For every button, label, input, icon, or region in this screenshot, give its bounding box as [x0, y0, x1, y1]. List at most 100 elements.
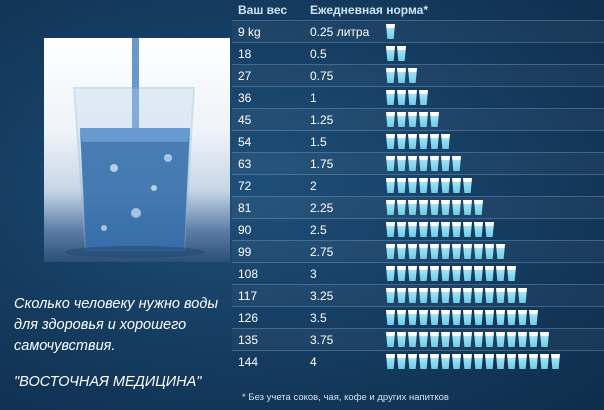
water-glass-photo	[44, 38, 230, 262]
water-cup-icon	[408, 200, 417, 215]
water-cup-icon	[529, 354, 538, 369]
water-cup-icon	[397, 222, 406, 237]
water-cup-icon	[419, 266, 428, 281]
water-glass-illustration	[65, 38, 205, 258]
water-cup-icon	[474, 200, 483, 215]
cups-row	[386, 288, 529, 304]
water-cup-icon	[463, 200, 472, 215]
water-cup-icon	[430, 288, 439, 303]
liters-value: 2.5	[310, 223, 327, 237]
liters-value: 0.75	[310, 69, 334, 83]
water-cup-icon	[386, 46, 395, 61]
water-cup-icon	[441, 222, 450, 237]
water-cup-icon	[507, 332, 516, 347]
water-cup-icon	[419, 310, 428, 325]
water-cup-icon	[397, 200, 406, 215]
liters-value: 2.25	[310, 201, 334, 215]
weight-value: 90	[238, 223, 252, 237]
water-cup-icon	[518, 288, 527, 303]
cups-row	[386, 266, 518, 282]
weight-value: 81	[238, 201, 252, 215]
water-cup-icon	[474, 266, 483, 281]
weight-value: 126	[238, 311, 259, 325]
water-cup-icon	[507, 354, 516, 369]
water-cup-icon	[419, 156, 428, 171]
water-cup-icon	[408, 112, 417, 127]
water-cup-icon	[463, 222, 472, 237]
water-cup-icon	[518, 332, 527, 347]
water-cup-icon	[474, 310, 483, 325]
water-cup-icon	[463, 266, 472, 281]
water-cup-icon	[485, 332, 494, 347]
liters-value: 1.25	[310, 113, 334, 127]
water-cup-icon	[430, 244, 439, 259]
water-cup-icon	[419, 112, 428, 127]
weight-value: 144	[238, 355, 259, 369]
water-cup-icon	[386, 156, 395, 171]
water-cup-icon	[485, 266, 494, 281]
table-row: 135 3.75	[232, 328, 604, 351]
liters-value: 3	[310, 267, 317, 281]
water-cup-icon	[430, 354, 439, 369]
water-cup-icon	[474, 288, 483, 303]
water-cup-icon	[452, 222, 461, 237]
water-cup-icon	[419, 178, 428, 193]
weight-value: 135	[238, 333, 259, 347]
water-cup-icon	[386, 178, 395, 193]
water-cup-icon	[452, 354, 461, 369]
water-cup-icon	[430, 112, 439, 127]
liters-value: 2	[310, 179, 317, 193]
water-cup-icon	[397, 68, 406, 83]
water-cup-icon	[441, 244, 450, 259]
table-row: 54 1.5	[232, 130, 604, 153]
water-cup-icon	[452, 156, 461, 171]
liters-value: 1	[310, 91, 317, 105]
table-row: 72 2	[232, 174, 604, 197]
water-cup-icon	[397, 354, 406, 369]
cups-row	[386, 354, 562, 370]
weight-value: 45	[238, 113, 252, 127]
water-cup-icon	[430, 222, 439, 237]
water-cup-icon	[419, 134, 428, 149]
cups-row	[386, 244, 507, 260]
water-cup-icon	[419, 354, 428, 369]
water-cup-icon	[408, 354, 417, 369]
water-cup-icon	[441, 354, 450, 369]
water-cup-icon	[419, 332, 428, 347]
header-daily-norm: Ежедневная норма*	[310, 3, 429, 17]
water-cup-icon	[441, 332, 450, 347]
water-cup-icon	[430, 134, 439, 149]
weight-value: 18	[238, 47, 252, 61]
liters-value: 1.5	[310, 135, 327, 149]
cups-row	[386, 134, 452, 150]
brand-text: "ВОСТОЧНАЯ МЕДИЦИНА"	[14, 374, 202, 390]
water-cup-icon	[463, 244, 472, 259]
table-row: 108 3	[232, 262, 604, 285]
water-cup-icon	[485, 288, 494, 303]
water-cup-icon	[397, 266, 406, 281]
water-cup-icon	[386, 244, 395, 259]
water-cup-icon	[386, 288, 395, 303]
water-cup-icon	[518, 310, 527, 325]
water-cup-icon	[408, 310, 417, 325]
weight-value: 9 kg	[238, 25, 261, 39]
table-row: 99 2.75	[232, 240, 604, 263]
water-cup-icon	[441, 200, 450, 215]
cups-row	[386, 46, 408, 62]
liters-value: 1.75	[310, 157, 334, 171]
cups-row	[386, 332, 551, 348]
water-cup-icon	[386, 90, 395, 105]
water-cup-icon	[474, 222, 483, 237]
cups-row	[386, 156, 463, 172]
table-row: 90 2.5	[232, 218, 604, 241]
water-cup-icon	[408, 178, 417, 193]
water-cup-icon	[386, 332, 395, 347]
water-cup-icon	[452, 178, 461, 193]
water-cup-icon	[496, 266, 505, 281]
table-row: 126 3.5	[232, 306, 604, 329]
water-cup-icon	[408, 134, 417, 149]
water-cup-icon	[408, 266, 417, 281]
water-cup-icon	[529, 310, 538, 325]
water-cup-icon	[386, 68, 395, 83]
water-cup-icon	[463, 288, 472, 303]
